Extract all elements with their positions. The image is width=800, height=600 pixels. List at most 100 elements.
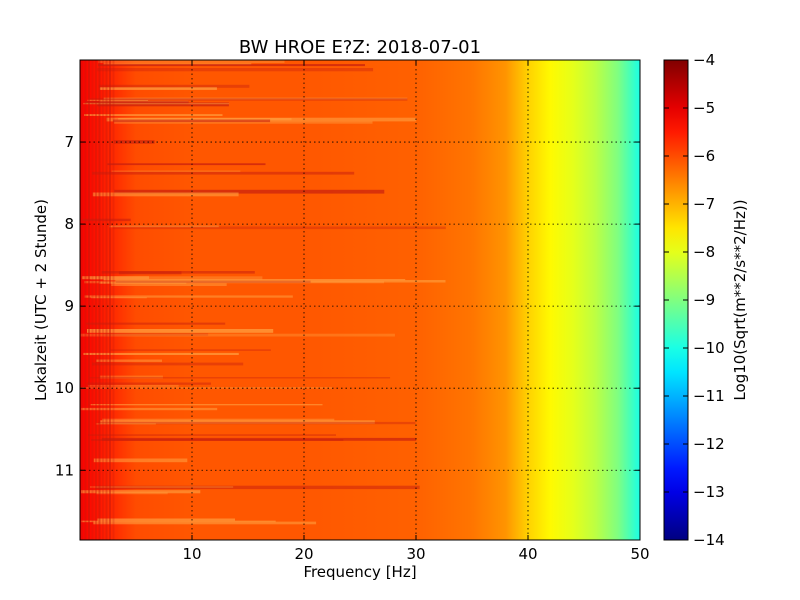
texture-streak [103, 97, 408, 100]
texture-streak [93, 521, 317, 525]
texture-streak [90, 276, 263, 280]
y-tick-label: 8 [64, 215, 74, 233]
texture-streak [81, 490, 201, 494]
texture-streak [83, 352, 239, 355]
y-axis-label: Lokalzeit (UTC + 2 Stunde) [32, 199, 50, 401]
texture-streak [88, 434, 336, 436]
texture-streak [83, 102, 230, 105]
texture-streak [92, 362, 244, 366]
texture-streak [100, 420, 375, 424]
texture-streak [84, 281, 385, 284]
texture-streak [99, 87, 217, 90]
colorbar-label: Log10(Sqrt(m**2/s**2/Hz)) [731, 199, 749, 400]
texture-streak [111, 283, 227, 286]
texture-streak [97, 68, 374, 72]
texture-streak [98, 421, 416, 425]
colorbar-ticks: −4 −5 −6 −7 −8 −9 −10 −11 −12 −13 −14 [664, 51, 725, 549]
texture-streak [98, 60, 285, 63]
texture-streak [109, 225, 219, 228]
colorbar-tick-label: −7 [693, 195, 715, 213]
texture-lowfreq-column [95, 60, 97, 540]
texture-streak [89, 486, 234, 488]
colorbar-tick-label: −10 [693, 339, 725, 357]
texture-streak [86, 322, 226, 325]
texture-lowfreq-column [84, 60, 87, 540]
texture-streak [110, 349, 271, 351]
texture-streak [111, 170, 241, 172]
colorbar-tick-label: −5 [693, 99, 715, 117]
texture-streak [118, 271, 182, 275]
texture-streak [89, 377, 391, 379]
heatmap-texture [80, 60, 446, 540]
y-tick-label: 7 [64, 133, 74, 151]
texture-streak [98, 84, 250, 88]
texture-lowfreq-column [91, 60, 94, 540]
y-axis-ticks: 7 8 9 10 11 [55, 133, 640, 479]
colorbar-tick-label: −8 [693, 243, 715, 261]
texture-streak [80, 333, 395, 337]
texture-streak [99, 375, 163, 379]
colorbar-tick-label: −4 [693, 51, 715, 69]
colorbar: −4 −5 −6 −7 −8 −9 −10 −11 −12 −13 −14 Log10(Sqrt(m… [663, 51, 749, 549]
texture-streak [91, 439, 344, 441]
texture-streak [92, 171, 355, 175]
x-tick-label: 30 [406, 545, 425, 563]
texture-streak [82, 218, 131, 222]
texture-lowfreq-column [98, 60, 101, 540]
x-tick-label: 10 [182, 545, 201, 563]
texture-streak [97, 518, 235, 521]
x-axis-label: Frequency [Hz] [303, 563, 416, 581]
chart-title: BW HROE E?Z: 2018-07-01 [239, 37, 481, 58]
texture-streak [81, 407, 218, 411]
grid-lines [80, 60, 640, 540]
y-tick-label: 11 [55, 461, 74, 479]
texture-streak [81, 276, 149, 280]
colorbar-tick-label: −14 [693, 531, 725, 549]
texture-streak [113, 119, 271, 123]
x-axis-ticks: 10 20 30 40 50 [182, 60, 650, 563]
heatmap-area [79, 59, 641, 541]
colorbar-tick-label: −9 [693, 291, 715, 309]
texture-streak [97, 102, 229, 107]
x-tick-label: 40 [518, 545, 537, 563]
colorbar-tick-label: −13 [693, 483, 725, 501]
texture-lowfreq-column [88, 60, 90, 540]
texture-streak [115, 280, 311, 283]
texture-streak [87, 99, 148, 101]
texture-lowfreq-column [81, 60, 83, 540]
texture-streak [103, 63, 252, 65]
texture-streak [84, 295, 293, 298]
texture-streak [96, 492, 168, 495]
texture-streak [103, 279, 406, 281]
texture-streak [107, 163, 266, 166]
texture-streak [88, 384, 179, 387]
texture-streak [96, 359, 162, 362]
texture-streak [81, 520, 276, 523]
colorbar-tick-label: −12 [693, 435, 725, 453]
texture-streak [114, 121, 373, 124]
texture-streak [92, 192, 239, 197]
texture-streak [98, 64, 365, 67]
texture-streak [93, 458, 188, 463]
texture-lowfreq-column [109, 60, 111, 540]
texture-streak [84, 114, 223, 116]
texture-lowfreq-column [112, 60, 115, 540]
texture-streak [91, 297, 147, 299]
texture-streak [102, 418, 335, 421]
y-tick-label: 10 [55, 379, 74, 397]
texture-streak [112, 226, 446, 230]
texture-streak [87, 329, 274, 333]
texture-streak [90, 404, 323, 406]
texture-streak [95, 423, 156, 425]
x-tick-label: 50 [630, 545, 649, 563]
colorbar-tick-label: −11 [693, 387, 725, 405]
texture-streak [86, 382, 211, 385]
x-tick-label: 20 [294, 545, 313, 563]
colorbar-tick-label: −6 [693, 147, 715, 165]
texture-lowfreq-column [105, 60, 108, 540]
plot-frame [79, 59, 641, 541]
texture-lowfreq-column [102, 60, 104, 540]
texture-streak [99, 282, 187, 284]
texture-streak [95, 485, 420, 490]
